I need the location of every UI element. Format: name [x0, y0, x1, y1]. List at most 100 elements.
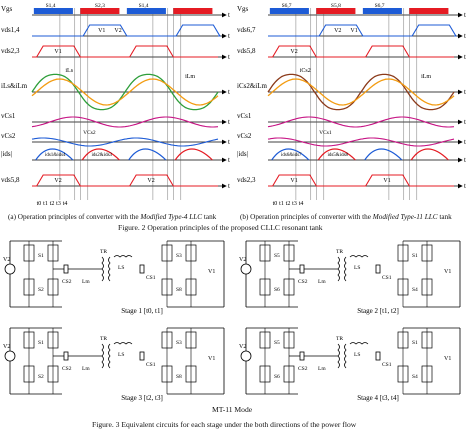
caption-right-em: Modified Type-11 LLC [372, 213, 438, 221]
lbl-ls-2: LS [118, 352, 124, 358]
cap-cs2-3 [299, 351, 305, 361]
lbl-sw-a-0: S1 [38, 253, 44, 259]
right-axis-t-4: t [464, 118, 466, 126]
stage-label-3: Stage 3 [t2, t3] [121, 394, 163, 402]
left-axis-t-0: t [228, 11, 230, 19]
lbl-sw-c-1: S1 [412, 253, 418, 259]
right-vds-c [268, 174, 454, 187]
lbl-sw-a-2: S1 [38, 340, 44, 346]
right-lbl-vcs: VCs1 [319, 130, 332, 136]
lbl-sw-d-0: S8 [176, 287, 182, 293]
left-lbl-s-a: S1,4 [46, 3, 56, 9]
left-time-2: t2 [50, 201, 55, 207]
left-lbl-vcs: VCs2 [83, 130, 96, 136]
left-lbl-ires: iLs [65, 68, 73, 74]
stage-label-4: Stage 4 [t3, t4] [357, 394, 399, 402]
left-lbl-v-b: V1 [54, 49, 61, 55]
left-vds-c [32, 174, 218, 187]
right-axis-t-2: t [464, 53, 466, 61]
left-vcs2 [31, 137, 219, 147]
right-axis-t-1: t [464, 32, 466, 40]
left-signal-5: vCs2 [1, 132, 16, 140]
right-gate-blue-0 [269, 8, 309, 14]
right-ids-1-1 [410, 148, 449, 161]
lbl-v1-2: V1 [208, 356, 215, 362]
right-axis-t-3: t [464, 88, 466, 96]
timing-diagram-left: Vgs t vds1,4 t vds2,3 t iLs&iLm t vCs1 t vCs2 t |ids… [1, 3, 230, 207]
left-lbl-v-e: V2 [114, 28, 121, 34]
lbl-ls-3: LS [354, 352, 360, 358]
lbl-sw-b-2: S2 [38, 374, 44, 380]
left-gate-blue-0 [33, 8, 73, 14]
right-time-3: t3 [292, 201, 297, 207]
left-lbl-ids-a: ids1&ids4 [45, 153, 66, 158]
lbl-v2-3: V2 [239, 344, 246, 350]
lbl-v1-1: V1 [444, 269, 451, 275]
right-lbl-v-a: V2 [334, 28, 341, 34]
left-signal-1: vds1,4 [1, 26, 20, 34]
lbl-cs2-1: CS2 [298, 279, 308, 285]
left-axis-t-5: t [228, 138, 230, 146]
right-gate-blue-1 [362, 8, 402, 14]
left-axis-t-6: t [228, 156, 230, 164]
transformer-p-2 [101, 343, 104, 369]
lbl-cs2-0: CS2 [62, 279, 72, 285]
lbl-lm-2: Lm [82, 366, 90, 372]
lbl-sw-b-0: S2 [38, 287, 44, 293]
source-v2-0 [4, 263, 16, 275]
left-lbl-s-c: S1,4 [139, 3, 149, 9]
left-time-4: t4 [63, 201, 68, 207]
circuit-stage-4: V2 CS2 Lm TR LS CS1 V1 S5 S6 S1 S4 Stage 4 [t3, t4] [239, 327, 461, 402]
lbl-cs2-2: CS2 [62, 366, 72, 372]
source-v2-3 [240, 350, 252, 362]
lbl-sw-b-3: S6 [274, 374, 280, 380]
source-v2-2 [4, 350, 16, 362]
caption-left: (a) Operation principles of converter wi… [8, 213, 216, 221]
right-signal-2: vds5,8 [237, 47, 256, 55]
lbl-v1-0: V1 [208, 269, 215, 275]
right-vcs1 [267, 116, 455, 128]
right-axis-t-0: t [464, 11, 466, 19]
cap-cs1-1 [375, 264, 381, 274]
lbl-lm-0: Lm [82, 279, 90, 285]
lbl-sw-d-1: S4 [412, 287, 418, 293]
circuit-stage-1: V2 CS2 Lm TR LS CS1 V1 S1 S2 S3 S8 Stage 1 [t0, t1] [3, 240, 225, 315]
inductor-ls-3 [349, 342, 369, 345]
left-lbl-v-d: V2 [147, 178, 154, 184]
cap-cs2-0 [63, 264, 69, 274]
equivalent-circuits: V2 CS2 Lm TR LS CS1 V1 S1 S2 S3 S8 Stage 1 [t0, t1]… [3, 240, 461, 402]
right-ids-1-0 [364, 148, 403, 161]
cap-cs1-3 [375, 351, 381, 361]
lbl-v2-0: V2 [3, 257, 10, 263]
right-lbl-s-b: S5,8 [331, 3, 341, 9]
right-gate-red-0 [316, 8, 356, 14]
lbl-cs1-0: CS1 [146, 275, 156, 281]
lbl-sw-c-0: S3 [176, 253, 182, 259]
left-axis-t-2: t [228, 53, 230, 61]
right-axis-t-6: t [464, 156, 466, 164]
lbl-cs1-1: CS1 [382, 275, 392, 281]
right-current-res [267, 73, 455, 111]
caption-left-post: tank [203, 213, 217, 221]
right-ids-0-0 [271, 148, 310, 161]
left-signal-0: Vgs [1, 5, 13, 13]
right-lbl-v-e: V1 [350, 28, 357, 34]
lbl-sw-d-3: S4 [412, 374, 418, 380]
lbl-sw-b-1: S6 [274, 287, 280, 293]
right-lbl-s-a: S6,7 [282, 3, 292, 9]
left-ids-0-1 [81, 148, 120, 161]
stage-label-1: Stage 1 [t0, t1] [121, 307, 163, 315]
circuit-stage-2: V2 CS2 Lm TR LS CS1 V1 S5 S6 S1 S4 Stage 2 [t1, t2] [239, 240, 461, 315]
inductor-ls-0 [113, 255, 133, 258]
caption-left-em: Modified Type-4 LLC [140, 213, 203, 221]
inductor-ls-1 [349, 255, 369, 258]
right-lbl-imag: iLm [421, 74, 431, 80]
inductor-ls-2 [113, 342, 133, 345]
lbl-tr-2: TR [100, 336, 107, 342]
right-signal-3: iCs2&iLm [237, 82, 268, 90]
lbl-cs2-3: CS2 [298, 366, 308, 372]
right-signal-5: vCs2 [237, 132, 252, 140]
caption-right-post: tank [439, 213, 452, 221]
timing-diagram-right: Vgs t vds6,7 t vds5,8 t iCs2&iLm t vCs1 t vCs2 t |id… [237, 3, 466, 207]
right-time-1: t1 [279, 201, 284, 207]
